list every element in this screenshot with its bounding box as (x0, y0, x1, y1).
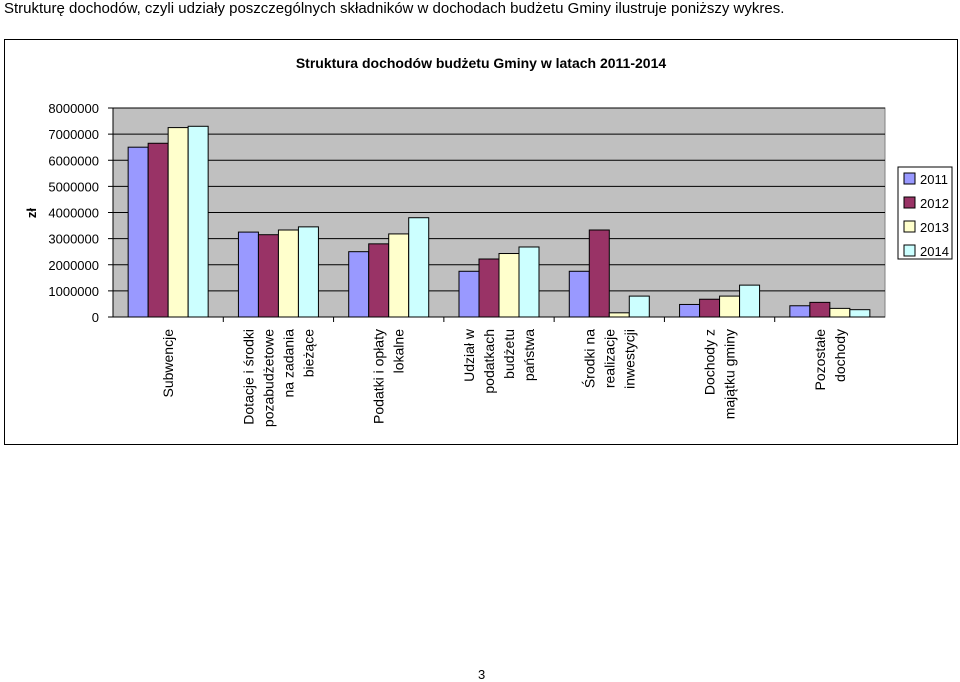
x-category-label-line: Podatki i opłaty (371, 329, 387, 424)
bar-2014 (628, 295, 650, 318)
legend-swatch-2012 (903, 196, 916, 209)
bar-2011 (789, 305, 811, 318)
x-category-label-line: Subwencje (160, 329, 176, 398)
bar-2012 (257, 234, 279, 318)
bar-2012 (699, 298, 721, 318)
bar-2014 (849, 309, 871, 318)
y-tick-label: 1000000 (48, 284, 99, 299)
x-category-label: Podatki i opłaty lokalne (371, 329, 407, 424)
plot-area: 0 1000000 2000000 3000000 4000000 5000000 6000… (48, 101, 886, 427)
x-category-label-line: Udział w (461, 328, 477, 382)
bar-2013 (608, 312, 630, 318)
x-category-label-line: Pozostałe (812, 329, 828, 391)
bar-2013 (388, 233, 410, 318)
bar-2014 (297, 226, 319, 318)
bar-2012 (478, 258, 500, 318)
bar-2011 (348, 251, 370, 318)
x-category-label-line: dochody (832, 329, 848, 382)
bar-2012 (809, 301, 831, 318)
chart-frame: Struktura dochodów budżetu Gminy w latac… (4, 39, 958, 445)
bar-2013 (498, 253, 520, 318)
legend-swatch-2013 (903, 220, 916, 233)
x-category-label-line: inwestycji (621, 329, 637, 389)
x-category-label-line: Środki na (580, 329, 597, 388)
bar-2013 (719, 295, 741, 318)
y-axis-label: zł (24, 208, 39, 219)
bar-2014 (408, 217, 430, 318)
y-tick-label: 8000000 (48, 101, 99, 116)
x-category-label-line: realizacje (601, 329, 617, 388)
x-category-label: Udział w podatkach budżetu państwa (461, 328, 537, 393)
x-category-label-line: Dotacje i środki (240, 329, 256, 425)
x-category-label-line: budżetu (501, 329, 517, 379)
y-tick-label: 5000000 (48, 179, 99, 194)
bar-2011 (237, 231, 259, 318)
bar-2013 (167, 127, 189, 318)
legend-label-2013: 2013 (920, 220, 949, 235)
bar-2013 (829, 307, 851, 318)
x-category-label: Dochody z majątku gminy (702, 329, 738, 419)
x-category-label-line: na zadania (280, 329, 296, 398)
y-tick-label: 3000000 (48, 232, 99, 247)
x-category-label-line: Dochody z (702, 329, 718, 395)
bar-2012 (588, 229, 610, 318)
legend-label-2012: 2012 (920, 196, 949, 211)
bar-2014 (187, 125, 209, 318)
x-category-label-line: bieżące (300, 329, 316, 377)
bar-2014 (518, 246, 540, 318)
y-tick-label: 6000000 (48, 153, 99, 168)
y-tick-label: 2000000 (48, 258, 99, 273)
x-category-label: Środki na realizacje inwestycji (580, 329, 637, 389)
y-tick-label: 4000000 (48, 206, 99, 221)
chart-title: Struktura dochodów budżetu Gminy w latac… (296, 55, 667, 71)
x-category-label: Dotacje i środki pozabudżetowe na zadania b… (240, 329, 316, 427)
bar-2014 (739, 284, 761, 318)
legend-label-2011: 2011 (920, 172, 948, 187)
y-tick-label: 7000000 (48, 127, 99, 142)
chart: Struktura dochodów budżetu Gminy w latac… (24, 55, 953, 427)
bar-2011 (458, 270, 480, 318)
bar-2012 (147, 142, 169, 318)
x-category-label-line: pozabudżetowe (260, 329, 276, 427)
intro-text: Strukturę dochodów, czyli udziały poszcz… (4, 0, 785, 17)
legend-swatch-2011 (903, 172, 916, 185)
x-category-label-line: majątku gminy (722, 329, 738, 419)
x-category-label-line: państwa (521, 329, 537, 381)
bar-2011 (568, 270, 590, 318)
bar-2012 (368, 243, 390, 318)
x-category-label-line: podatkach (481, 329, 497, 394)
legend-swatch-2014 (903, 244, 916, 257)
x-category-label: Pozostałe dochody (812, 329, 848, 391)
x-category-label: Subwencje (160, 329, 176, 398)
page-number: 3 (478, 667, 486, 682)
legend: 2011 2012 2013 2014 (897, 166, 953, 260)
x-category-label-line: lokalne (391, 329, 407, 374)
y-tick-label: 0 (92, 310, 99, 325)
legend-label-2014: 2014 (920, 244, 949, 259)
bar-2011 (679, 303, 701, 318)
bar-2011 (127, 146, 149, 318)
bar-2013 (277, 229, 299, 318)
